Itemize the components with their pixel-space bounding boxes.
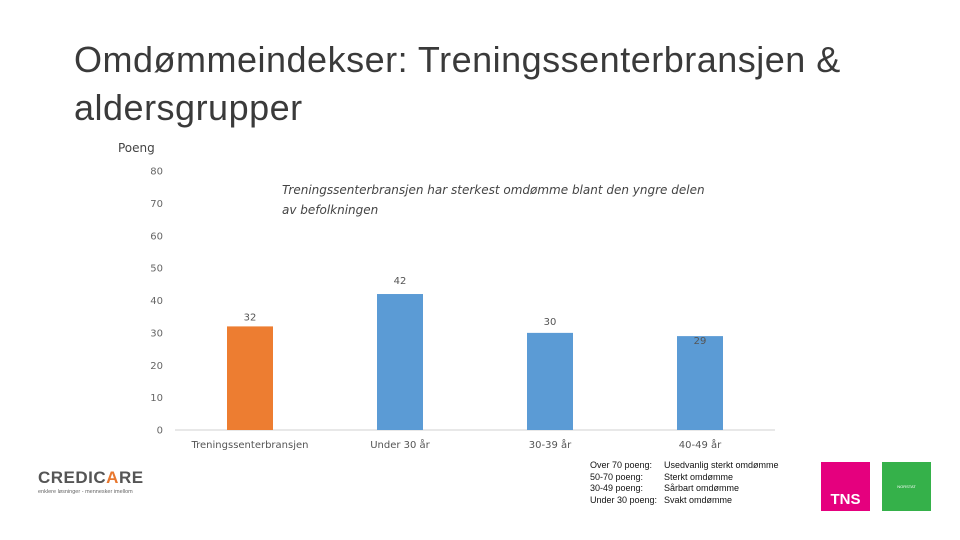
category-label: 30-39 år — [529, 438, 572, 451]
legend-row: 50-70 poeng: Sterkt omdømme — [590, 472, 779, 484]
y-tick-label: 10 — [150, 393, 163, 404]
chart-annotation-line-1: Treningssenterbransjen har sterkest omdø… — [282, 183, 705, 197]
tns-logo: TNS — [821, 462, 870, 511]
legend-row: 30-49 poeng: Sårbart omdømme — [590, 483, 779, 495]
y-tick-labels: 0 10 20 30 40 50 60 70 80 — [150, 167, 163, 437]
data-label: 32 — [244, 312, 257, 323]
credicare-logo: CREDICARE enklere løsninger - mennesker … — [38, 468, 148, 504]
category-label: 40-49 år — [679, 438, 722, 451]
bar — [227, 326, 273, 430]
y-tick-label: 20 — [150, 361, 163, 372]
legend-row: Over 70 poeng: Usedvanlig sterkt omdømme — [590, 460, 779, 472]
legend-text: Sårbart omdømme — [664, 483, 740, 493]
credicare-wordmark: CREDICARE — [38, 468, 144, 487]
category-label: Under 30 år — [370, 438, 430, 451]
y-tick-label: 70 — [150, 199, 163, 210]
legend-range: Under 30 poeng: — [590, 494, 658, 505]
credicare-tagline: enklere løsninger - mennesker imellom — [38, 489, 133, 495]
bars — [227, 294, 723, 430]
y-tick-label: 30 — [150, 328, 163, 339]
score-legend: Over 70 poeng: Usedvanlig sterkt omdømme … — [590, 460, 779, 506]
legend-range: 30-49 poeng: — [590, 483, 644, 493]
category-labels: Treningssenterbransjen Under 30 år 30-39 å… — [191, 438, 723, 451]
data-label: 30 — [544, 317, 557, 328]
legend-text: Svakt omdømme — [664, 494, 733, 505]
data-labels: 32 42 30 29 — [244, 276, 707, 347]
legend-range: Over 70 poeng: — [590, 460, 653, 470]
y-axis-label: Poeng — [118, 141, 155, 155]
y-tick-label: 80 — [150, 167, 163, 178]
slide-title: Omdømmeindekser: Treningssenterbransjen … — [74, 39, 841, 128]
category-label: Treningssenterbransjen — [191, 440, 309, 451]
chart-annotation-line-2: av befolkningen — [282, 203, 378, 217]
data-label: 42 — [394, 276, 407, 287]
partner-logo: NORSTAT — [882, 462, 931, 511]
legend-text: Usedvanlig sterkt omdømme — [664, 460, 779, 470]
bar — [527, 332, 573, 430]
bar — [677, 336, 723, 430]
legend-range: 50-70 poeng: — [590, 471, 644, 482]
y-tick-label: 50 — [150, 264, 163, 275]
y-tick-label: 60 — [150, 231, 163, 242]
legend-row: Under 30 poeng: Svakt omdømme — [590, 495, 779, 507]
legend-text: Sterkt omdømme — [664, 471, 734, 482]
bar — [377, 294, 423, 430]
y-tick-label: 0 — [157, 426, 163, 437]
y-tick-label: 40 — [150, 296, 163, 307]
data-label: 29 — [694, 336, 707, 347]
